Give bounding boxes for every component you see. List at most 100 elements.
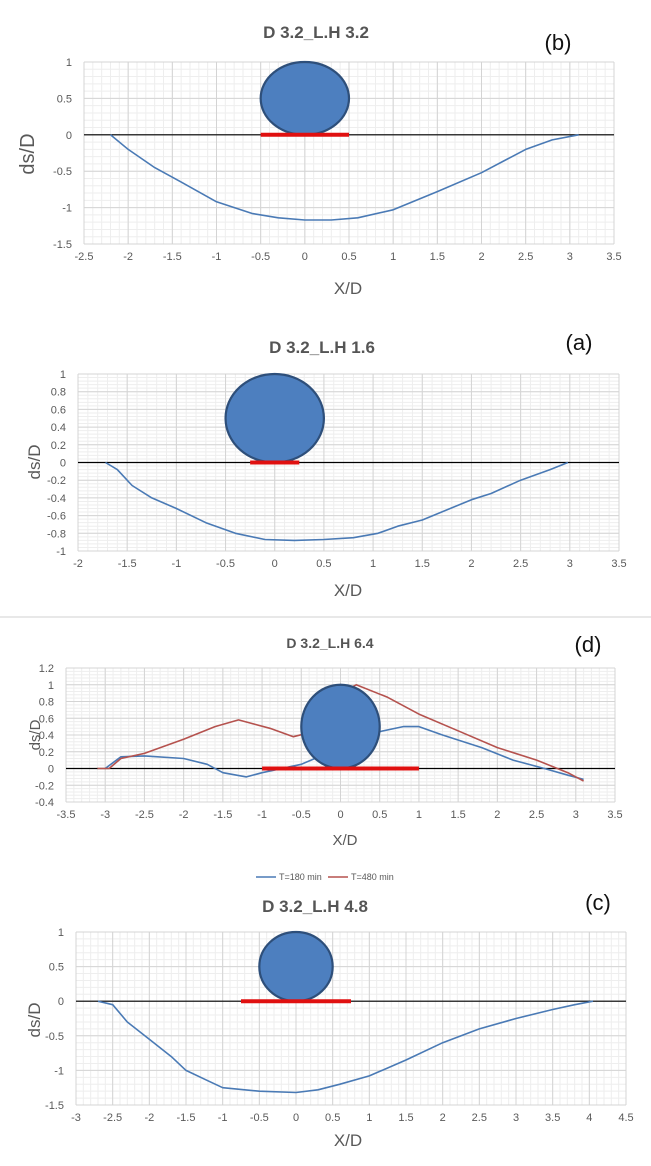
y-tick-label: 0.8 [51,387,66,399]
x-tick-label: -1.5 [118,558,137,570]
y-tick-label: 0.4 [51,422,66,434]
x-tick-label: 2 [468,558,474,570]
y-tick-label: -0.2 [47,475,66,487]
x-tick-label: 3.5 [611,558,626,570]
series-line [97,1000,594,1094]
x-tick-label: 0 [293,1112,299,1124]
y-axis-label: ds/D [25,1003,44,1038]
panel-label: (b) [545,30,572,55]
panel-label: (d) [575,632,602,657]
x-tick-label: 4 [586,1112,592,1124]
x-tick-label: 0 [337,809,343,821]
pipe-circle [224,372,326,464]
y-tick-label: 0 [66,130,72,142]
chart-d: D 3.2_L.H 6.4 (d) X/D ds/D T=180 min T=4… [27,632,623,882]
x-tick-label: 1.5 [450,809,465,821]
x-tick-label: 3.5 [545,1112,560,1124]
y-tick-label: 0.5 [49,962,64,974]
chart-title: D 3.2_L.H 3.2 [263,23,369,42]
y-tick-label: 0 [58,996,64,1008]
x-tick-label: -2 [144,1112,154,1124]
x-tick-label: 0.5 [325,1112,340,1124]
y-tick-label: -0.4 [35,797,54,809]
y-tick-label: -1.5 [53,239,72,251]
x-tick-label: 2 [478,251,484,263]
x-tick-label: 3 [573,809,579,821]
x-tick-label: -1 [212,251,222,263]
x-tick-label: -2 [179,809,189,821]
x-tick-label: -2 [73,558,83,570]
y-tick-label: 0 [48,764,54,776]
x-axis-label: X/D [334,1131,362,1150]
y-axis-label: ds/D [17,133,39,174]
x-tick-label: -3 [100,809,110,821]
y-axis-label: ds/D [27,719,44,750]
x-tick-label: 2.5 [529,809,544,821]
y-tick-label: -0.6 [47,511,66,523]
y-tick-label: 0.4 [39,730,54,742]
pipe-circle [300,683,381,770]
x-tick-label: -0.5 [251,251,270,263]
y-tick-label: -1 [62,203,72,215]
x-tick-label: 2 [440,1112,446,1124]
x-axis-label: X/D [334,581,362,600]
panel-label: (c) [585,890,611,915]
panel-label: (a) [566,330,593,355]
series-line [109,134,579,221]
y-tick-label: 0.6 [51,404,66,416]
x-tick-label: 2.5 [518,251,533,263]
x-tick-label: 1 [366,1112,372,1124]
x-tick-label: -2.5 [75,251,94,263]
grid [75,931,627,1106]
x-tick-label: 0.5 [372,809,387,821]
x-tick-label: -1 [257,809,267,821]
chart-title: D 3.2_L.H 4.8 [262,897,368,916]
legend-label-180: T=180 min [279,872,322,882]
y-tick-label: -0.2 [35,780,54,792]
chart-a: D 3.2_L.H 1.6 (a) X/D ds/D -2 -1.5 -1 -0.5 0… [25,330,627,600]
x-tick-label: 0.5 [341,251,356,263]
y-tick-label: -1 [56,546,66,558]
y-tick-label: 0.2 [51,440,66,452]
legend: T=180 min T=480 min [256,872,394,882]
pipe-circle [258,930,334,1003]
x-tick-label: -2 [123,251,133,263]
x-tick-label: -2.5 [135,809,154,821]
x-tick-label: -0.5 [292,809,311,821]
pipe-circle [259,60,351,136]
x-tick-label: -1.5 [177,1112,196,1124]
x-tick-label: -1.5 [213,809,232,821]
x-tick-label: 3.5 [606,251,621,263]
x-tick-label: -1.5 [163,251,182,263]
x-tick-label: 1.5 [398,1112,413,1124]
x-tick-label: -3.5 [57,809,76,821]
y-tick-label: 0.5 [57,93,72,105]
x-tick-label: -1 [171,558,181,570]
x-tick-label: -0.5 [250,1112,269,1124]
x-axis-label: X/D [332,832,357,849]
x-tick-label: 2.5 [513,558,528,570]
chart-title: D 3.2_L.H 1.6 [269,338,375,357]
chart-c: D 3.2_L.H 4.8 (c) X/D ds/D -3 -2.5 -2 -1.5 -… [25,890,634,1150]
x-tick-label: 2.5 [472,1112,487,1124]
x-tick-label: 3 [567,251,573,263]
x-tick-label: 0 [272,558,278,570]
x-tick-label: 3 [513,1112,519,1124]
y-tick-label: -0.8 [47,528,66,540]
y-tick-label: 0 [60,458,66,470]
x-tick-label: 1 [390,251,396,263]
x-tick-label: -3 [71,1112,81,1124]
y-tick-label: -1.5 [45,1100,64,1112]
x-tick-label: -0.5 [216,558,235,570]
chart-title: D 3.2_L.H 6.4 [286,635,373,651]
x-tick-label: 1.5 [415,558,430,570]
y-axis-label: ds/D [25,445,44,480]
x-tick-label: 1 [416,809,422,821]
y-tick-label: 1 [60,369,66,381]
x-tick-label: 1.5 [430,251,445,263]
x-tick-label: 0.5 [316,558,331,570]
y-tick-label: 0.2 [39,747,54,759]
x-axis-label: X/D [334,279,362,298]
y-tick-label: -0.5 [53,166,72,178]
